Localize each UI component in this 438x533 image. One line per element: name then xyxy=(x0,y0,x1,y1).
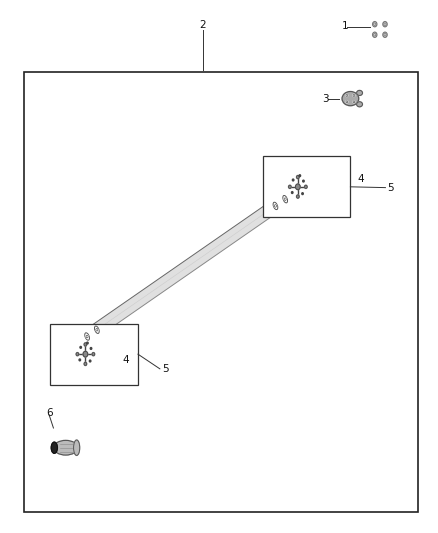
Ellipse shape xyxy=(86,335,88,338)
Ellipse shape xyxy=(291,192,293,193)
Ellipse shape xyxy=(80,346,81,348)
Ellipse shape xyxy=(303,180,304,182)
Ellipse shape xyxy=(346,101,348,103)
Ellipse shape xyxy=(296,184,300,190)
Ellipse shape xyxy=(96,328,98,331)
Ellipse shape xyxy=(87,342,88,344)
Ellipse shape xyxy=(342,92,359,106)
Ellipse shape xyxy=(51,442,57,453)
Ellipse shape xyxy=(353,101,355,103)
Text: 3: 3 xyxy=(322,94,328,104)
Ellipse shape xyxy=(74,440,80,455)
Text: 2: 2 xyxy=(199,20,206,30)
Ellipse shape xyxy=(353,94,355,96)
Ellipse shape xyxy=(85,333,89,340)
Ellipse shape xyxy=(84,362,87,366)
Ellipse shape xyxy=(76,352,79,356)
Ellipse shape xyxy=(284,198,286,200)
Text: 4: 4 xyxy=(123,355,129,365)
Ellipse shape xyxy=(79,359,81,361)
Text: 5: 5 xyxy=(162,364,169,374)
Ellipse shape xyxy=(89,360,91,362)
Ellipse shape xyxy=(304,185,307,189)
Bar xyxy=(50,324,138,385)
Ellipse shape xyxy=(297,195,299,198)
Text: 5: 5 xyxy=(388,183,394,192)
Text: 4: 4 xyxy=(357,174,364,183)
Ellipse shape xyxy=(383,32,387,37)
Ellipse shape xyxy=(289,185,291,189)
Ellipse shape xyxy=(283,196,287,203)
Bar xyxy=(24,72,418,512)
Ellipse shape xyxy=(84,343,87,346)
Ellipse shape xyxy=(297,175,299,179)
Ellipse shape xyxy=(357,91,363,95)
Ellipse shape xyxy=(95,326,99,334)
Ellipse shape xyxy=(373,32,377,37)
Ellipse shape xyxy=(357,102,363,107)
Ellipse shape xyxy=(346,94,348,96)
Bar xyxy=(263,156,350,217)
Ellipse shape xyxy=(302,193,303,195)
Text: 1: 1 xyxy=(342,21,348,30)
Ellipse shape xyxy=(293,179,294,181)
Ellipse shape xyxy=(299,175,300,176)
Ellipse shape xyxy=(373,21,377,27)
Ellipse shape xyxy=(92,352,95,356)
Text: 6: 6 xyxy=(46,408,53,418)
Ellipse shape xyxy=(383,21,387,27)
Ellipse shape xyxy=(273,202,278,209)
Ellipse shape xyxy=(90,348,92,349)
Ellipse shape xyxy=(53,440,78,455)
Polygon shape xyxy=(89,197,283,339)
Ellipse shape xyxy=(274,205,276,207)
Ellipse shape xyxy=(83,351,88,357)
